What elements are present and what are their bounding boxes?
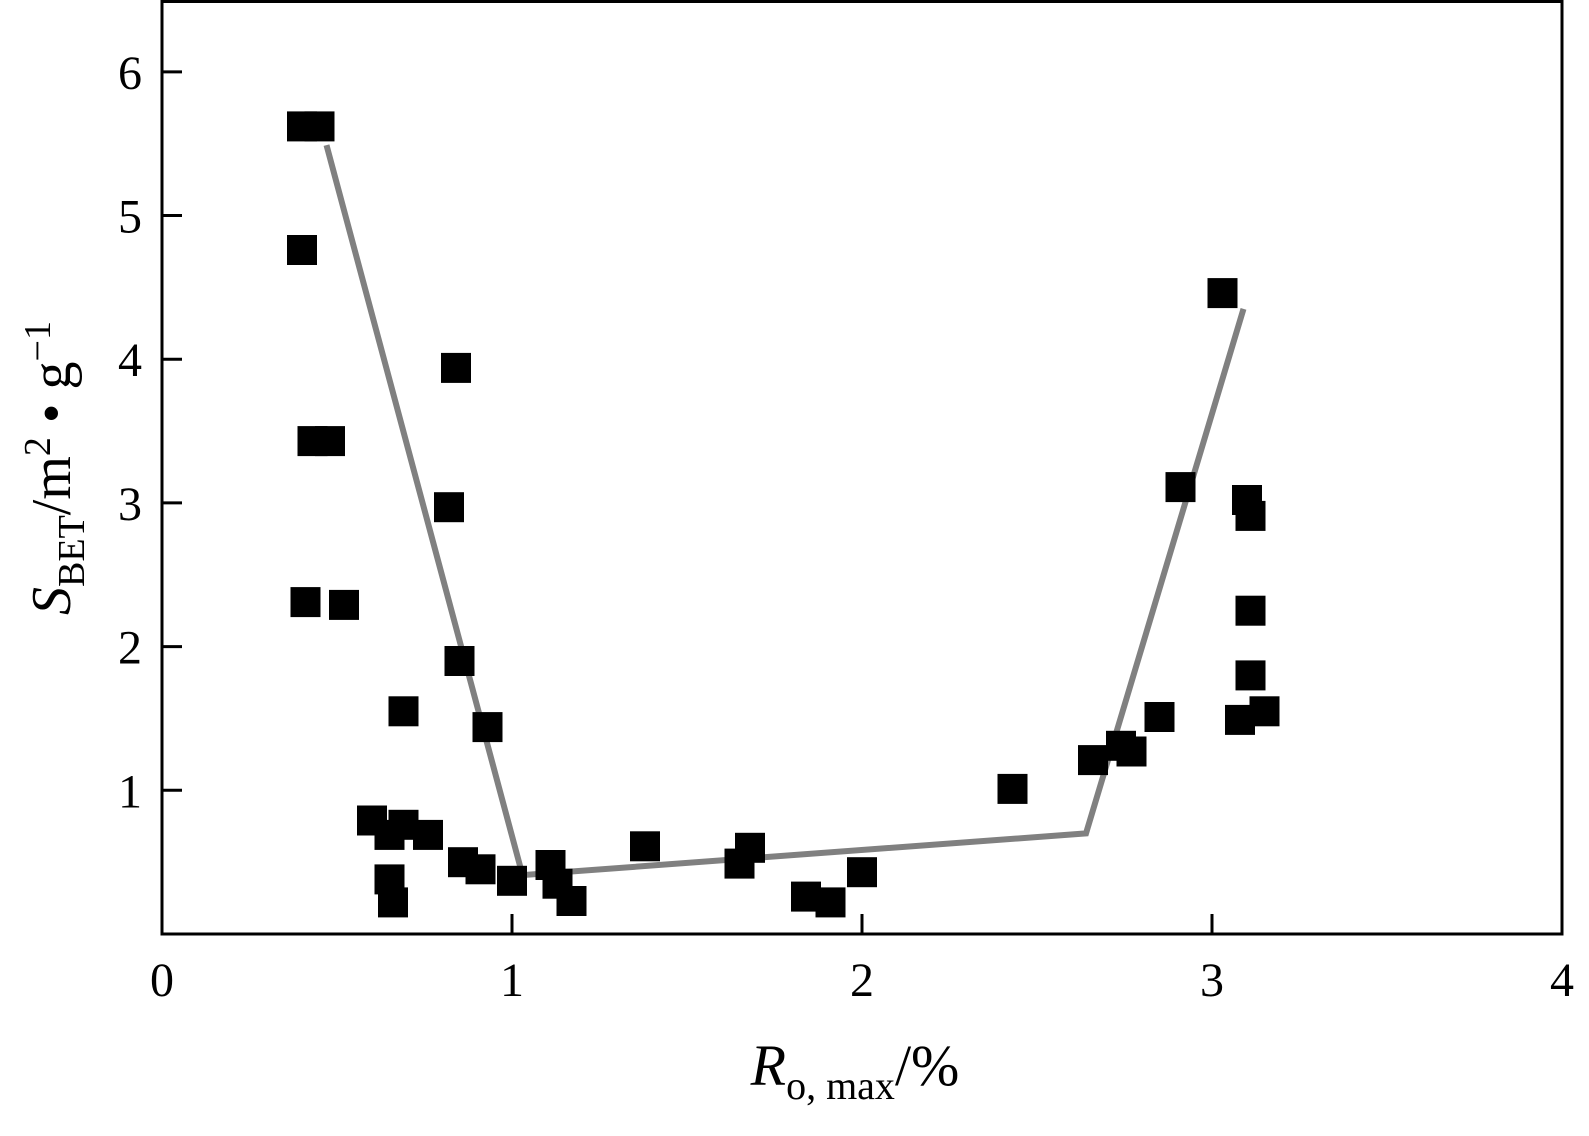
y-axis-title-unit: /m — [21, 456, 83, 515]
data-point — [444, 646, 475, 676]
x-tick-label: 1 — [500, 954, 524, 1007]
data-point — [1235, 595, 1266, 626]
data-point — [1235, 500, 1266, 531]
y-tick-label: 6 — [118, 47, 142, 100]
data-point — [290, 587, 321, 618]
data-point — [1165, 472, 1196, 503]
y-tick-label: 2 — [118, 622, 142, 675]
data-point — [304, 111, 335, 142]
data-point — [374, 819, 405, 850]
data-point — [388, 696, 419, 727]
data-point — [1116, 736, 1147, 767]
data-point — [815, 887, 846, 918]
trend-line — [323, 144, 1247, 879]
data-point — [1078, 745, 1108, 776]
y-axis-title-sup2: −1 — [17, 321, 59, 361]
x-axis-title-sub: o, max — [786, 1063, 895, 1108]
data-point — [847, 857, 877, 888]
data-point — [1249, 696, 1280, 727]
data-point — [287, 235, 317, 265]
y-axis-title-sub: BET — [51, 515, 93, 587]
x-axis-title-main: R — [750, 1033, 786, 1098]
data-point — [315, 426, 345, 457]
data-point — [630, 831, 660, 862]
y-tick-label: 4 — [118, 334, 142, 387]
data-point — [1144, 702, 1175, 732]
x-axis-title-tail: /% — [895, 1033, 959, 1098]
y-axis-title-unit2: • g — [21, 361, 83, 437]
data-point — [472, 712, 503, 743]
y-tick-label: 1 — [118, 765, 142, 818]
y-axis-title-sup: 2 — [17, 437, 59, 456]
data-point — [329, 589, 359, 620]
data-point — [465, 854, 496, 885]
data-point — [1235, 660, 1266, 691]
x-axis-title: Ro, max/% — [750, 1033, 960, 1108]
y-axis-title: SBET/m2 • g−1 — [17, 321, 93, 615]
data-point — [1207, 278, 1238, 309]
data-point — [997, 773, 1028, 804]
x-tick-label: 0 — [150, 954, 174, 1007]
data-point — [413, 819, 443, 850]
y-axis-title-main: S — [21, 587, 83, 615]
data-point — [441, 352, 471, 383]
data-point — [497, 865, 527, 896]
x-tick-label: 3 — [1200, 954, 1224, 1007]
y-tick-label: 3 — [118, 478, 142, 531]
x-tick-label: 4 — [1550, 954, 1574, 1007]
data-point — [724, 848, 755, 879]
data-point — [378, 887, 408, 918]
x-tick-label: 2 — [850, 954, 874, 1007]
data-point — [434, 492, 464, 523]
plot-frame — [160, 0, 1564, 936]
data-point — [556, 886, 587, 916]
y-tick-label: 5 — [118, 191, 142, 244]
